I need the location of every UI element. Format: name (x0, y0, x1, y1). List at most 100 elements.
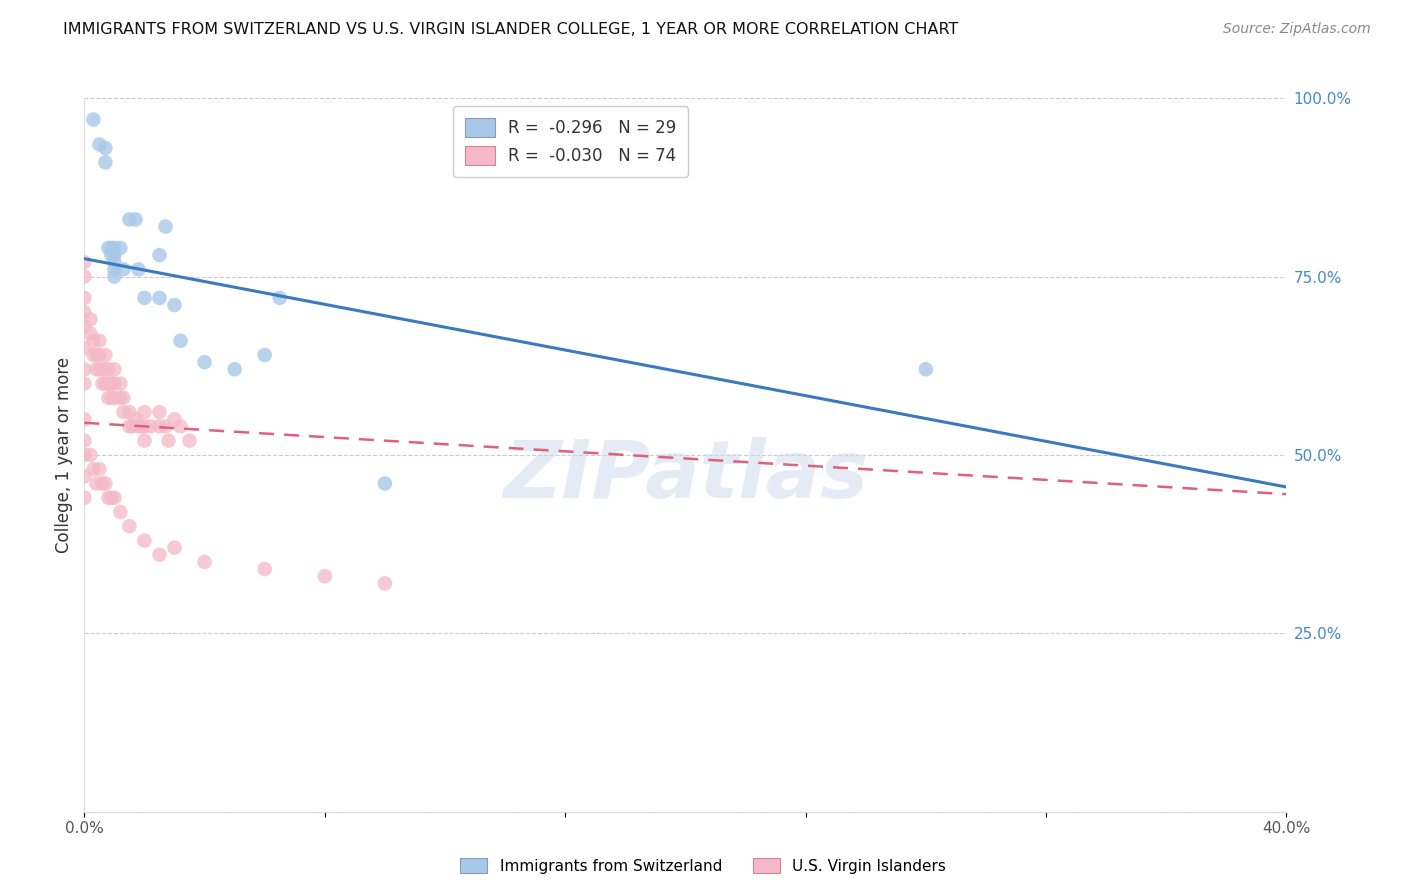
Point (100, 391, 122, 405)
Point (73, 412, 96, 426)
Point (73, 376, 96, 391)
Point (127, 262, 149, 277)
Point (179, 434, 201, 448)
Point (148, 291, 170, 305)
Point (134, 405, 156, 419)
Point (79, 326, 101, 341)
Point (86, 476, 108, 491)
Point (73, 491, 96, 505)
Point (73, 255, 96, 269)
Point (79, 312, 101, 326)
Point (169, 419, 191, 434)
Point (89, 137, 111, 152)
Text: IMMIGRANTS FROM SWITZERLAND VS U.S. VIRGIN ISLANDER COLLEGE, 1 YEAR OR MORE CORR: IMMIGRANTS FROM SWITZERLAND VS U.S. VIRG… (63, 22, 959, 37)
Point (121, 419, 143, 434)
Point (127, 419, 149, 434)
Point (89, 348, 111, 362)
Point (134, 419, 156, 434)
Point (100, 376, 122, 391)
Point (134, 533, 156, 548)
Point (103, 491, 125, 505)
Point (103, 269, 125, 284)
Legend: Immigrants from Switzerland, U.S. Virgin Islanders: Immigrants from Switzerland, U.S. Virgin… (454, 852, 952, 880)
Point (73, 291, 96, 305)
Point (91, 476, 114, 491)
Point (103, 262, 125, 277)
Point (103, 391, 125, 405)
Point (73, 319, 96, 334)
Point (94, 476, 117, 491)
Point (139, 419, 162, 434)
Point (155, 419, 177, 434)
Point (86, 348, 108, 362)
Point (148, 405, 170, 419)
Point (155, 219, 177, 234)
Point (163, 541, 186, 555)
Point (112, 405, 135, 419)
Point (73, 341, 96, 355)
Point (148, 548, 170, 562)
Point (374, 476, 396, 491)
Text: Source: ZipAtlas.com: Source: ZipAtlas.com (1223, 22, 1371, 37)
Point (148, 419, 170, 434)
Point (94, 376, 117, 391)
Point (163, 412, 186, 426)
Point (94, 141, 117, 155)
Point (103, 241, 125, 255)
Point (73, 362, 96, 376)
Legend: R =  -0.296   N = 29, R =  -0.030   N = 74: R = -0.296 N = 29, R = -0.030 N = 74 (453, 106, 689, 177)
Point (73, 305, 96, 319)
Point (100, 491, 122, 505)
Point (103, 376, 125, 391)
Point (82, 462, 104, 476)
Point (915, 362, 938, 376)
Point (110, 391, 132, 405)
Point (118, 405, 141, 419)
Point (97, 376, 120, 391)
Point (253, 562, 276, 576)
Point (91, 376, 114, 391)
Point (157, 434, 180, 448)
Point (94, 348, 117, 362)
Point (224, 362, 246, 376)
Point (124, 212, 146, 227)
Point (103, 248, 125, 262)
Point (110, 505, 132, 519)
Point (110, 376, 132, 391)
Point (169, 334, 191, 348)
Point (148, 248, 170, 262)
Point (89, 362, 111, 376)
Point (94, 155, 117, 169)
Point (124, 412, 146, 426)
Point (314, 569, 336, 583)
Point (97, 362, 120, 376)
Point (253, 348, 276, 362)
Point (89, 334, 111, 348)
Point (103, 255, 125, 269)
Point (97, 391, 120, 405)
Point (100, 241, 122, 255)
Point (112, 391, 135, 405)
Point (110, 241, 132, 255)
Point (79, 448, 101, 462)
Point (118, 519, 141, 533)
Point (82, 112, 104, 127)
Point (374, 576, 396, 591)
Point (134, 291, 156, 305)
Text: ZIPatlas: ZIPatlas (503, 437, 868, 516)
Point (194, 355, 217, 369)
Point (82, 334, 104, 348)
Point (89, 462, 111, 476)
Point (73, 448, 96, 462)
Point (82, 348, 104, 362)
Point (103, 362, 125, 376)
Point (94, 362, 117, 376)
Point (112, 262, 135, 277)
Point (134, 434, 156, 448)
Point (163, 298, 186, 312)
Point (73, 269, 96, 284)
Point (97, 241, 120, 255)
Point (269, 291, 291, 305)
Y-axis label: College, 1 year or more: College, 1 year or more (55, 357, 73, 553)
Point (131, 419, 153, 434)
